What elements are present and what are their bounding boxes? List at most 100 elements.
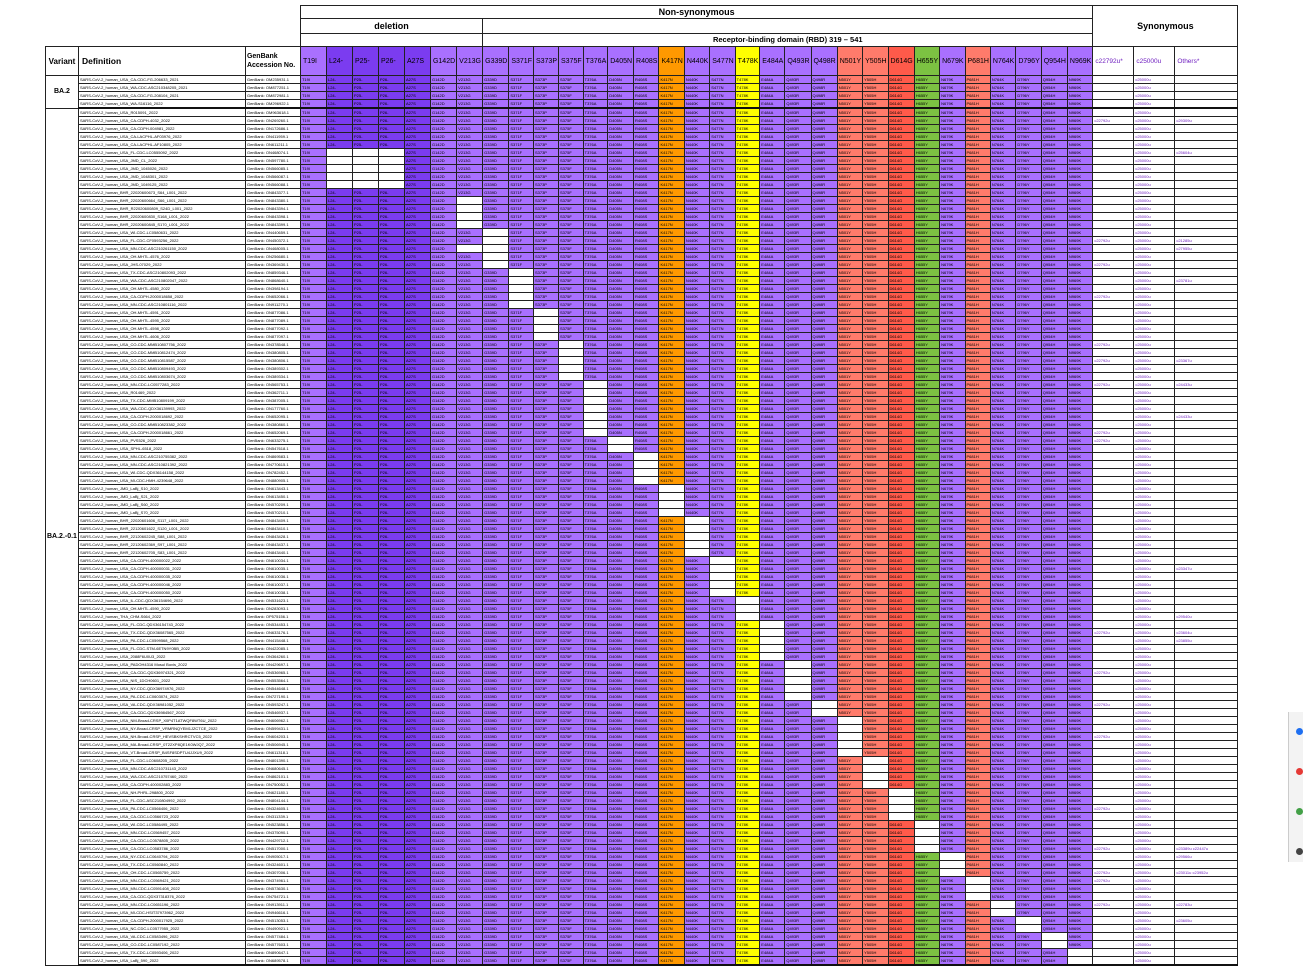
mutation-cell: T478K — [734, 852, 761, 861]
synonymous-cell — [1092, 596, 1135, 605]
mutation-cell: D796Y — [1015, 156, 1042, 165]
synonymous-cell: c25000u — [1133, 220, 1176, 229]
accession-cell: GenBank: ON398194.1 — [244, 284, 301, 293]
mutation-cell: Y505H — [862, 468, 889, 477]
synonymous-cell: c25000u — [1133, 868, 1176, 877]
mutation-cell: S375F — [558, 644, 584, 653]
mutation-cell: S375F — [558, 852, 584, 861]
definition-cell: SARS-CoV-2_human_BHR_22020600830_S168_L0… — [77, 212, 246, 221]
mutation-cell: L24- — [325, 516, 353, 525]
mutation-cell: P681H — [964, 107, 991, 117]
mutation-cell: G339D — [482, 628, 510, 637]
mutation-cell: E484A — [759, 604, 786, 613]
synonymous-cell — [1174, 604, 1239, 613]
mutation-cell: S477N — [709, 308, 736, 317]
mutation-cell: S373P — [532, 508, 560, 517]
mutation-cell: S371F — [508, 156, 534, 165]
mutation-cell: P26- — [377, 99, 405, 109]
mutation-cell: E484A — [759, 324, 786, 333]
mutation-cell: N679K — [939, 99, 966, 109]
table-row: SARS-CoV-2_human_BHR_22020600673_S64_L00… — [46, 188, 1239, 197]
mutation-cell: N501Y — [836, 196, 864, 205]
accession-cell: GenBank: ON440659.1 — [244, 228, 301, 237]
mutation-cell: Q493R — [784, 916, 812, 925]
mutation-cell: S371F — [508, 940, 534, 949]
mutation-cell: S371F — [508, 252, 534, 261]
mutation-cell: N969K — [1066, 932, 1094, 941]
synonymous-cell — [1092, 276, 1135, 285]
mutation-cell: N679K — [939, 364, 966, 373]
mutation-cell: N764K — [989, 628, 1017, 637]
mutation-cell: S371F — [508, 748, 534, 757]
mutation-cell: N764K — [989, 107, 1017, 117]
mutation-cell: R408S — [633, 340, 660, 349]
mutation-cell: N440K — [683, 588, 711, 597]
mutation-cell: P25- — [351, 107, 379, 117]
accession-cell: GenBank: ON534453.1 — [244, 620, 301, 629]
mutation-cell: S375F — [558, 764, 584, 773]
mutation-cell: Y505H — [862, 316, 889, 325]
mutation-cell: G339D — [482, 540, 510, 549]
synonymous-cell: c25000u — [1133, 620, 1176, 629]
mutation-cell: P25- — [351, 252, 379, 261]
mutation-cell: T478K — [734, 83, 761, 92]
mutation-cell: P26- — [377, 332, 405, 341]
mutation-cell — [633, 460, 660, 469]
mutation-cell: N440K — [683, 500, 711, 509]
mutation-cell: N440K — [683, 372, 711, 381]
mutation-cell: D796Y — [1015, 75, 1042, 84]
mutation-cell: E484A — [759, 468, 786, 477]
mutation-cell: N764K — [989, 492, 1017, 501]
mutation-cell: R408S — [633, 75, 660, 84]
accession-cell: GenBank: ON801390.1 — [244, 756, 301, 765]
mutation-cell: S371F — [508, 628, 534, 637]
mutation-cell: K417N — [658, 756, 685, 765]
synonymous-cell: c25000u — [1133, 628, 1176, 637]
mutation-cell: P681H — [964, 812, 991, 821]
mutation-cell: S371F — [508, 580, 534, 589]
mutation-cell: S373P — [532, 812, 560, 821]
mutation-cell: S371F — [508, 724, 534, 733]
synonymous-cell: c22792u — [1092, 804, 1135, 813]
mutation-cell: E484A — [759, 364, 786, 373]
mutation-cell: Q493R — [784, 140, 812, 149]
mutation-cell: D614G — [887, 276, 915, 285]
mutation-cell: D405N — [607, 596, 635, 605]
mutation-cell: S373P — [532, 132, 560, 141]
mutation-cell: Y505H — [862, 636, 889, 645]
mutation-cell: N969K — [1066, 476, 1094, 485]
mutation-cell: G339D — [482, 132, 510, 141]
mutation-cell: H655Y — [913, 172, 941, 181]
mutation-cell: T19I — [299, 212, 327, 221]
mutation-cell: D405N — [607, 924, 635, 933]
mutation-cell: N764K — [989, 356, 1017, 365]
synonymous-cell — [1092, 220, 1135, 229]
mutation-cell: R408S — [633, 892, 660, 901]
mutation-cell: E484A — [759, 276, 786, 285]
mutation-cell: D796Y — [1015, 396, 1042, 405]
mutation-cell: A27S — [403, 300, 431, 309]
mutation-cell: D405N — [607, 107, 635, 117]
accession-cell: GenBank: ON415448.1 — [244, 636, 301, 645]
mutation-cell: N679K — [939, 308, 966, 317]
mutation-cell: N440K — [683, 180, 711, 189]
accession-cell: GenBank: ON375090.1 — [244, 828, 301, 837]
mutation-cell: D614G — [887, 348, 915, 357]
mutation-cell — [913, 828, 941, 837]
mutation-cell: K417N — [658, 340, 685, 349]
mutation-cell: L24- — [325, 508, 353, 517]
mutation-cell: P26- — [377, 348, 405, 357]
mutation-cell: G142D — [429, 196, 458, 205]
mutation-cell: N764K — [989, 268, 1017, 277]
synonymous-cell — [1174, 340, 1239, 349]
mutation-cell: D796Y — [1015, 740, 1042, 749]
mutation-cell: Y505H — [862, 140, 889, 149]
mutation-cell: D614G — [887, 596, 915, 605]
mutation-cell: T376A — [582, 932, 609, 941]
mutation-cell: V213G — [456, 716, 484, 725]
mutation-cell: L24- — [325, 268, 353, 277]
mutation-cell: V213G — [456, 476, 484, 485]
table-row: SARS-CoV-2_human_USA_CA-CDPH-400000022_2… — [46, 556, 1239, 565]
mutation-cell: E484A — [759, 572, 786, 581]
mutation-cell: P26- — [377, 660, 405, 669]
